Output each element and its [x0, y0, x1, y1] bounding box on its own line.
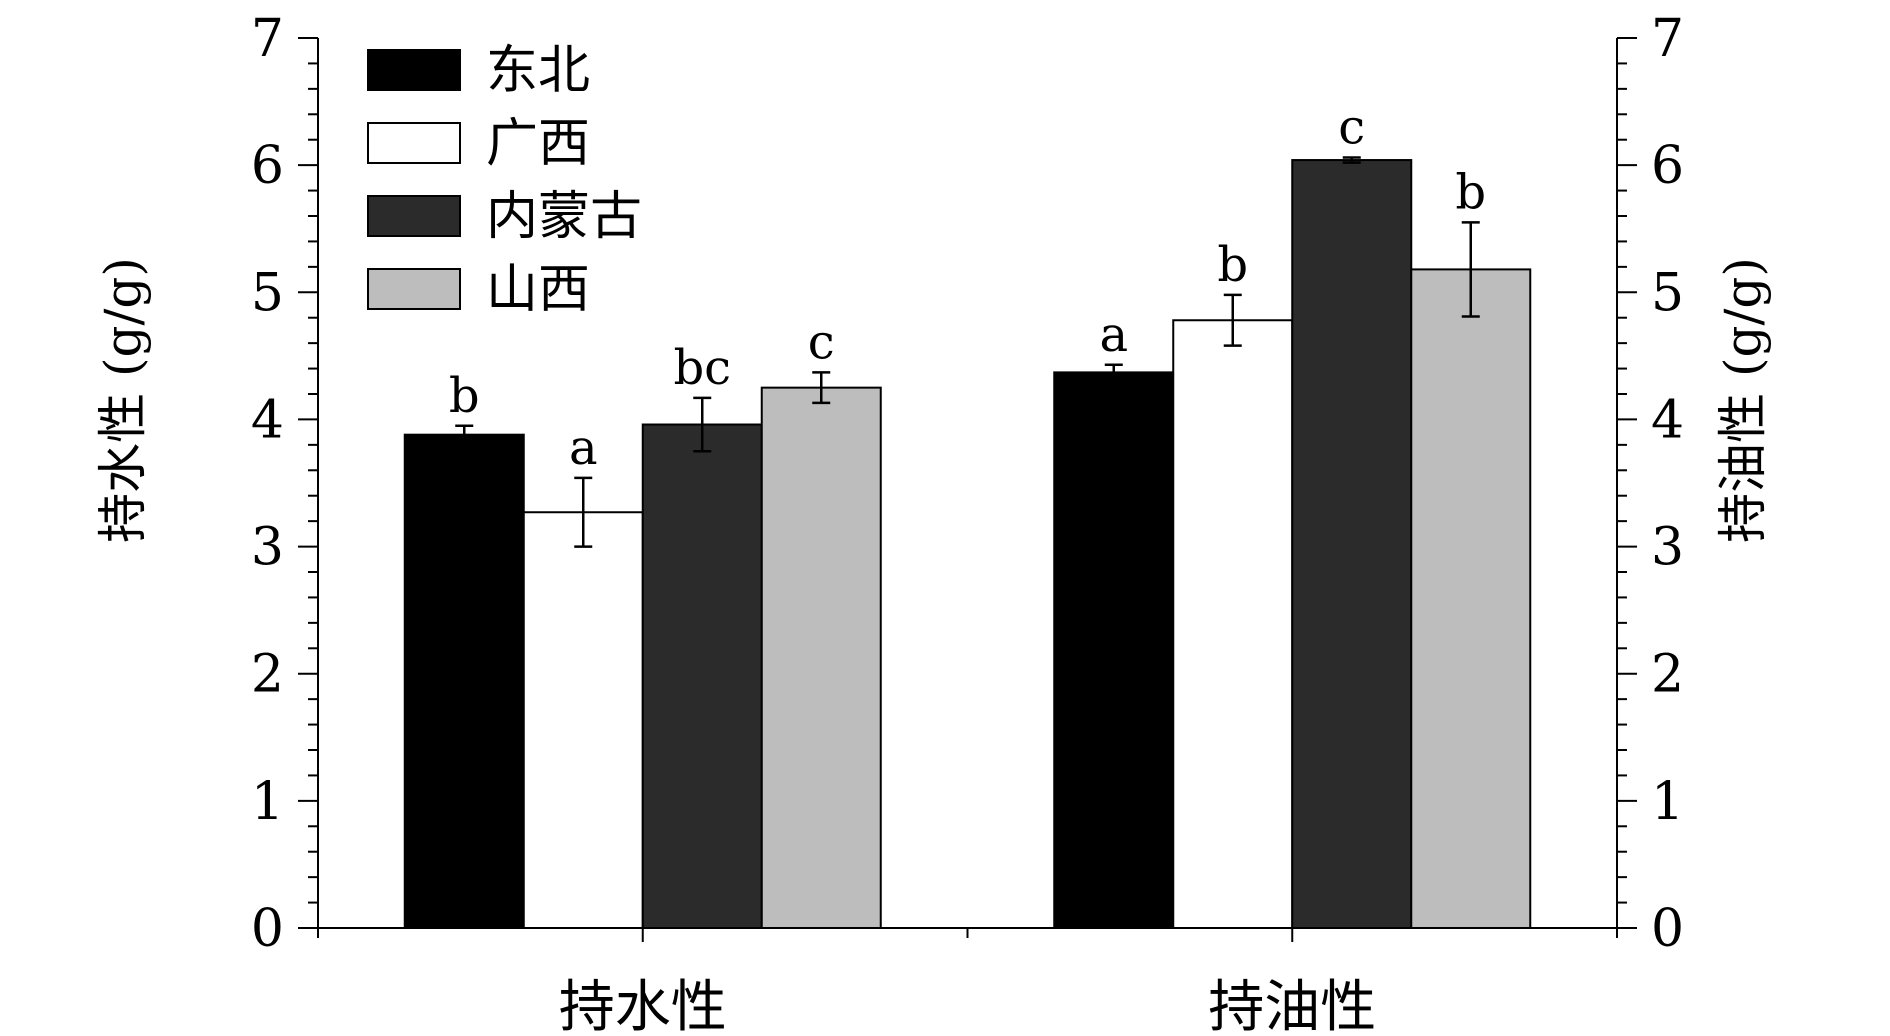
legend-swatch — [367, 268, 461, 310]
legend-label: 山西 — [486, 260, 590, 320]
significance-letter: bc — [673, 340, 731, 396]
x-axis: 持水性 持油性 — [317, 928, 1618, 1036]
y-left-tick-label: 4 — [251, 390, 284, 450]
bar-0-0 — [403, 433, 525, 929]
y-axis-right: 0 1 2 3 4 5 6 7 — [1617, 9, 1684, 959]
y-right-tick-label: 4 — [1651, 390, 1684, 450]
significance-letter: b — [449, 368, 480, 424]
error-bars — [455, 156, 1480, 548]
legend-label: 广西 — [486, 114, 590, 174]
y-left-tick-label: 6 — [251, 136, 284, 196]
bar-0-2 — [641, 423, 763, 929]
legend-swatch — [367, 49, 461, 91]
bar-0-1 — [522, 511, 644, 929]
y-right-tick-label: 7 — [1651, 9, 1684, 69]
bar-1-0 — [1053, 371, 1175, 929]
y-left-tick-label: 0 — [251, 899, 284, 959]
y-left-tick-label: 5 — [251, 263, 284, 323]
legend-label: 东北 — [486, 41, 590, 101]
significance-letter: a — [569, 420, 598, 476]
y-right-tick-label: 6 — [1651, 136, 1684, 196]
significance-letter: a — [1099, 307, 1128, 363]
bar-0-3 — [760, 386, 882, 929]
bar-1-3 — [1410, 268, 1532, 929]
legend-label: 内蒙古 — [486, 187, 642, 247]
significance-letter: b — [1455, 164, 1486, 220]
x-category-label: 持油性 — [1208, 975, 1376, 1032]
bar-1-2 — [1291, 159, 1413, 930]
y-right-tick-label: 5 — [1651, 263, 1684, 323]
legend-swatch — [367, 195, 461, 237]
significance-letter: b — [1217, 237, 1248, 293]
y-left-tick-label: 2 — [251, 645, 284, 705]
bars — [403, 159, 1532, 930]
y-axis-left: 0 1 2 3 4 5 6 7 — [251, 9, 318, 959]
y-right-tick-label: 0 — [1651, 899, 1684, 959]
legend-swatch — [367, 122, 461, 164]
x-category-label: 持水性 — [559, 975, 727, 1032]
bar-1-1 — [1172, 319, 1294, 929]
y-left-tick-label: 3 — [251, 518, 284, 578]
significance-letter: c — [1338, 100, 1365, 156]
y-right-tick-label: 3 — [1651, 518, 1684, 578]
y-axis-left-label: 持水性 (g/g) — [94, 257, 152, 543]
significance-letter: c — [808, 314, 835, 370]
y-axis-right-label: 持油性 (g/g) — [1714, 257, 1772, 543]
y-left-tick-label: 7 — [251, 9, 284, 69]
y-left-tick-label: 1 — [251, 772, 284, 832]
y-right-tick-label: 2 — [1651, 645, 1684, 705]
y-right-tick-label: 1 — [1651, 772, 1684, 832]
